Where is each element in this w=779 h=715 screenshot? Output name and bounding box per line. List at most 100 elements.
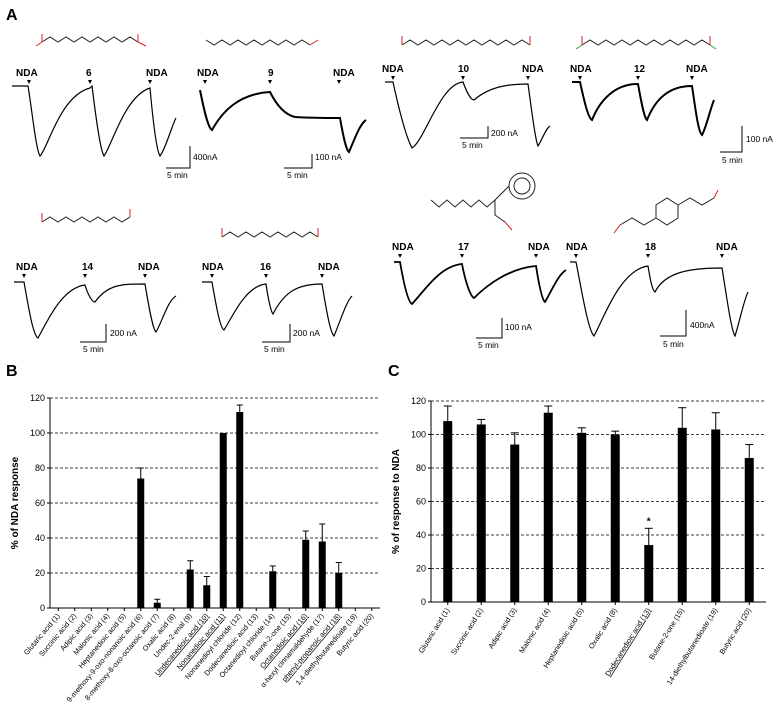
- structure-17: [430, 172, 536, 231]
- x-tick-label: Succinic acid (2): [449, 606, 485, 656]
- y-tick-label: 120: [411, 396, 426, 406]
- trace-16-scale-y: 200 nA: [293, 328, 320, 338]
- x-tick-label: Malonic acid (4): [517, 606, 552, 654]
- x-tick-label: Glutaric acid (1): [417, 606, 452, 654]
- trace-16-mid: 16: [260, 262, 272, 273]
- bar: [443, 421, 453, 602]
- structure-10: [401, 36, 531, 46]
- structure-16: [221, 228, 319, 238]
- trace-18-curve: [570, 261, 749, 338]
- trace-10-scale-y: 200 nA: [491, 128, 518, 138]
- y-tick-label: 60: [416, 497, 426, 507]
- trace-16-left: NDA: [202, 262, 224, 273]
- y-tick-label: 0: [40, 603, 45, 613]
- panel-label-b: B: [6, 363, 18, 380]
- trace-9-left: NDA: [197, 68, 219, 79]
- trace-17-right: NDA: [528, 242, 550, 253]
- marker: [83, 274, 87, 278]
- marker: [720, 254, 724, 258]
- bar: [577, 432, 587, 602]
- bar: [677, 427, 687, 602]
- scale-bar-18: [660, 310, 687, 337]
- marker: [203, 80, 207, 84]
- structure-18: [613, 189, 719, 234]
- trace-6-curve: [12, 84, 177, 158]
- trace-6-scale-x: 5 min: [167, 170, 188, 180]
- structure-14: [41, 209, 131, 223]
- trace-18-left: NDA: [566, 242, 588, 253]
- trace-18-scale-y: 400nA: [690, 320, 715, 330]
- y-tick-label: 80: [35, 463, 45, 473]
- bar: [744, 457, 754, 602]
- x-tick-label: Oxalic acid (8): [587, 606, 619, 650]
- marker: [461, 76, 465, 80]
- y-tick-label: 100: [411, 430, 426, 440]
- trace-16-curve: [202, 281, 353, 338]
- trace-6-left: NDA: [16, 68, 38, 79]
- trace-labels: NDA 6 NDA 400nA 5 min NDA 9 NDA 100 nA 5…: [16, 64, 773, 354]
- scale-bar-16: [262, 324, 291, 343]
- trace-16-right: NDA: [318, 262, 340, 273]
- trace-17-left: NDA: [392, 242, 414, 253]
- trace-17-scale-y: 100 nA: [505, 322, 532, 332]
- trace-curves: [12, 81, 749, 339]
- trace-6-right: NDA: [146, 68, 168, 79]
- trace-14-right: NDA: [138, 262, 160, 273]
- bar: [203, 585, 211, 608]
- trace-12-curve: [572, 81, 715, 137]
- marker: [264, 274, 268, 278]
- trace-14-scale-x: 5 min: [83, 344, 104, 354]
- marker: [398, 254, 402, 258]
- x-tick-label: Adipic acid (3): [486, 606, 518, 650]
- panel-label-a: A: [6, 7, 18, 24]
- trace-14-mid: 14: [82, 262, 94, 273]
- trace-12-left: NDA: [570, 64, 592, 75]
- y-tick-label: 100: [30, 428, 45, 438]
- bar: [335, 573, 343, 608]
- y-axis-label: % of NDA response: [10, 456, 21, 549]
- marker: [268, 80, 272, 84]
- structure-6: [35, 34, 147, 47]
- bar: [219, 433, 227, 608]
- bar: [644, 545, 654, 602]
- trace-14-left: NDA: [16, 262, 38, 273]
- marker: [578, 76, 582, 80]
- marker: [210, 274, 214, 278]
- bar: [476, 424, 486, 602]
- y-tick-label: 80: [416, 463, 426, 473]
- marker: [148, 80, 152, 84]
- x-tick-label: Butane-2-one (15): [647, 606, 686, 661]
- scale-bar-10: [460, 126, 489, 139]
- marker: [690, 76, 694, 80]
- scale-bar-14: [80, 324, 107, 343]
- trace-10-left: NDA: [382, 64, 404, 75]
- marker: [526, 76, 530, 80]
- x-tick-label: Butyric acid (20): [717, 606, 753, 655]
- bar: [137, 478, 145, 608]
- trace-6-scale-y: 400nA: [193, 152, 218, 162]
- y-tick-label: 120: [30, 393, 45, 403]
- trace-14-scale-y: 200 nA: [110, 328, 137, 338]
- trace-12-scale-y: 100 nA: [746, 134, 773, 144]
- trace-18-mid: 18: [645, 242, 657, 253]
- trace-10-mid: 10: [458, 64, 470, 75]
- significance-mark: *: [647, 516, 651, 527]
- bar: [610, 434, 620, 602]
- y-tick-label: 40: [35, 533, 45, 543]
- bar: [269, 571, 277, 608]
- chart-c: 0 20 40 60 80 100 120 % of response to NDA Gluta…: [391, 396, 766, 686]
- trace-9-right: NDA: [333, 68, 355, 79]
- scale-bar-12: [720, 126, 743, 153]
- y-tick-label: 20: [416, 564, 426, 574]
- trace-16-scale-x: 5 min: [264, 344, 285, 354]
- trace-17-mid: 17: [458, 242, 470, 253]
- bar: [236, 412, 244, 608]
- trace-9-scale-y: 100 nA: [315, 152, 342, 162]
- trace-18-right: NDA: [716, 242, 738, 253]
- marker: [143, 274, 147, 278]
- y-tick-label: 0: [421, 597, 426, 607]
- bar: [153, 602, 161, 608]
- marker: [320, 274, 324, 278]
